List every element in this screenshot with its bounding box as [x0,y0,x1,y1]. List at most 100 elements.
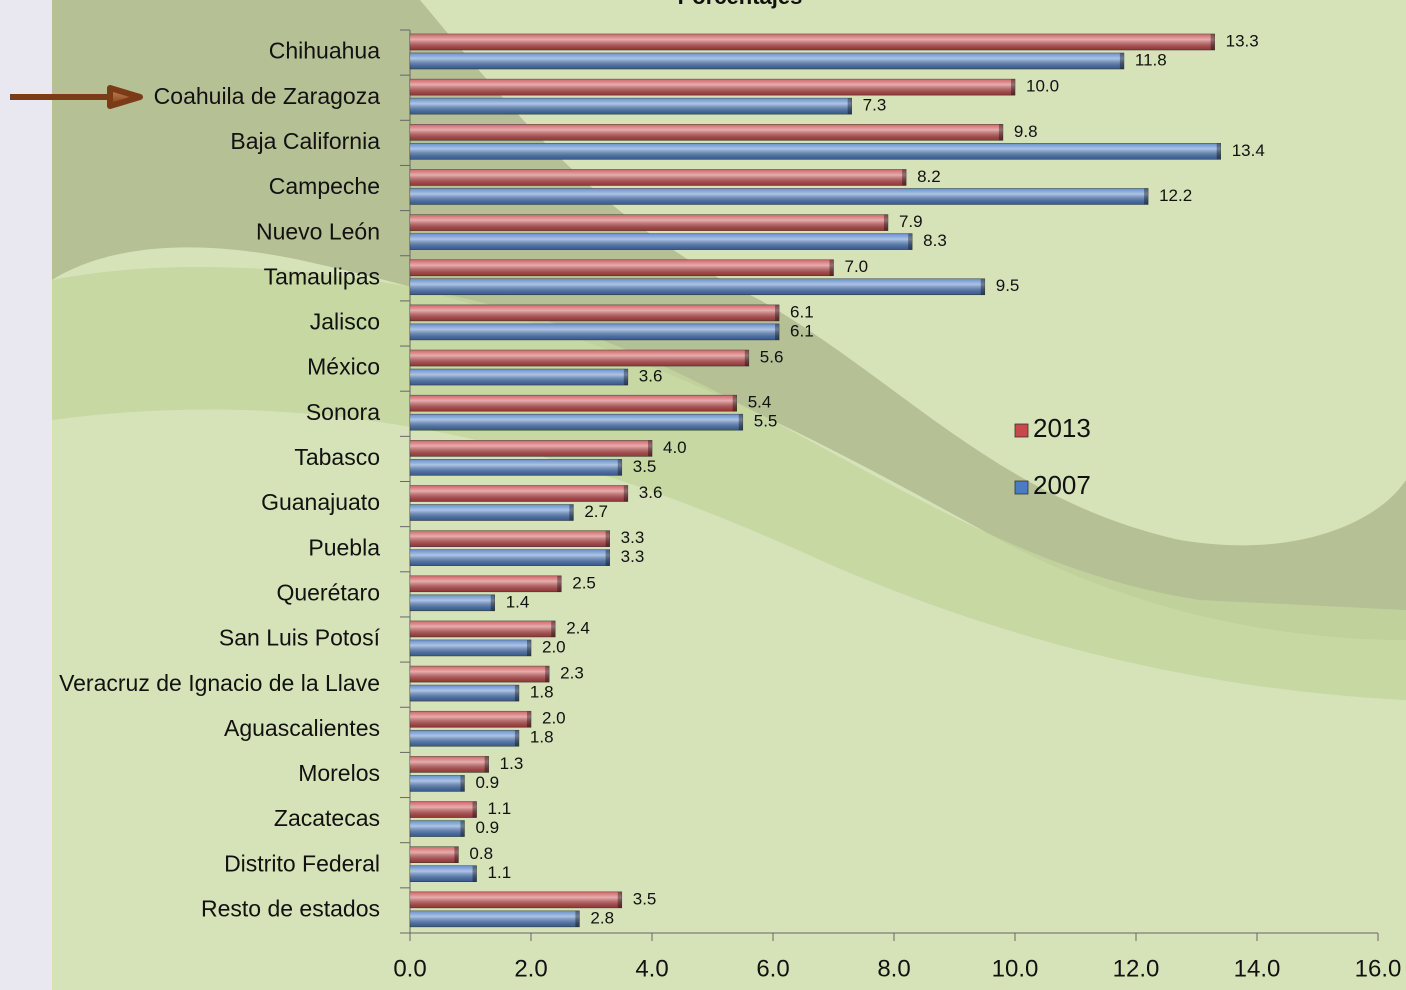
bar-end [738,414,743,431]
bar-end [472,801,477,818]
y-tick-label: Chihuahua [269,38,380,64]
bar-end [551,620,556,637]
data-label: 9.5 [996,276,1020,295]
bar-end [527,711,531,728]
y-tick-label: Aguascalientes [224,715,380,741]
data-label: 2.0 [542,709,566,728]
bar [409,323,780,341]
data-label: 12.2 [1159,186,1192,205]
bar [409,413,744,431]
data-label: 2.4 [566,618,590,637]
bar-end [1216,143,1221,160]
y-tick-label: Morelos [298,760,380,786]
bar-end [998,124,1003,141]
bar-end [617,459,622,476]
x-tick-label: 2.0 [514,955,547,982]
bar [409,97,852,115]
bar [409,549,610,566]
y-tick-label: Tamaulipas [264,263,380,289]
bar [409,394,738,412]
bar-end [908,233,913,250]
data-label: 8.2 [917,167,941,186]
x-tick-label: 4.0 [635,955,668,982]
data-label: 5.6 [760,348,784,367]
x-tick-label: 0.0 [393,955,426,982]
y-tick-label: Nuevo León [256,218,380,244]
bar-end [514,685,519,702]
data-label: 0.8 [469,844,493,863]
bar-end [744,350,749,367]
y-tick-label: Baja California [230,128,380,154]
bar-end [847,98,852,115]
bar-end [775,323,780,340]
data-label: 1.4 [506,592,530,611]
y-tick-label: Puebla [308,534,380,560]
data-label: 13.3 [1226,31,1259,50]
bar-end [472,865,477,882]
data-label: 1.8 [530,683,554,702]
bar-end [1011,79,1015,96]
bar [409,775,465,792]
x-tick-label: 10.0 [992,955,1039,982]
bar [409,665,550,683]
data-label: 0.9 [475,818,499,837]
bar-end [514,730,519,747]
bar-end [883,214,888,231]
bar [409,440,653,457]
bar-end [484,756,489,773]
bar-end [605,549,610,566]
data-label: 6.1 [790,321,814,340]
bar [409,530,610,547]
data-label: 5.5 [754,412,778,431]
bar-end [648,440,652,457]
bar-end [490,594,495,611]
bar-end [454,846,459,863]
bar [409,729,520,747]
data-label: 2.0 [542,637,566,656]
bar [409,78,1016,96]
x-tick-label: 16.0 [1355,955,1402,982]
bar-end [575,910,580,927]
bar [409,710,532,728]
y-tick-label: San Luis Potosí [219,625,381,651]
bar [409,865,477,883]
bar-end [569,504,574,521]
bar [409,259,834,277]
bar-end [460,820,465,837]
bar-end [1210,34,1215,50]
data-label: 1.3 [500,754,524,773]
bar [409,485,629,502]
data-label: 3.3 [621,547,645,566]
data-label: 3.6 [639,483,663,502]
bar [409,214,889,231]
y-tick-label: Guanajuato [261,489,380,515]
bar-end [545,666,550,683]
bar-end [623,369,628,386]
data-label: 2.7 [584,502,608,521]
y-tick-label: Distrito Federal [224,850,380,876]
y-tick-label: Resto de estados [201,896,380,922]
y-tick-label: Jalisco [310,309,380,335]
bar-end [460,775,465,792]
data-label: 3.5 [633,457,657,476]
data-label: 0.9 [475,773,499,792]
y-tick-label: Zacatecas [274,805,380,831]
background-swoosh [52,266,1406,700]
y-tick-label: Campeche [269,173,380,199]
x-tick-label: 12.0 [1113,955,1160,982]
bar-end [527,639,531,656]
y-tick-label: Coahuila de Zaragoza [154,83,381,109]
data-label: 2.3 [560,664,584,683]
x-tick-label: 8.0 [877,955,910,982]
bar-end [732,395,737,412]
legend-swatch [1014,423,1029,438]
data-label: 3.6 [639,367,663,386]
chart-title: Porcentajes [678,0,803,9]
x-tick-label: 6.0 [756,955,789,982]
bar-end [605,530,610,547]
y-tick-label: Querétaro [276,579,380,605]
data-label: 13.4 [1232,141,1265,160]
bar-end [1144,188,1149,205]
bar [409,756,489,773]
